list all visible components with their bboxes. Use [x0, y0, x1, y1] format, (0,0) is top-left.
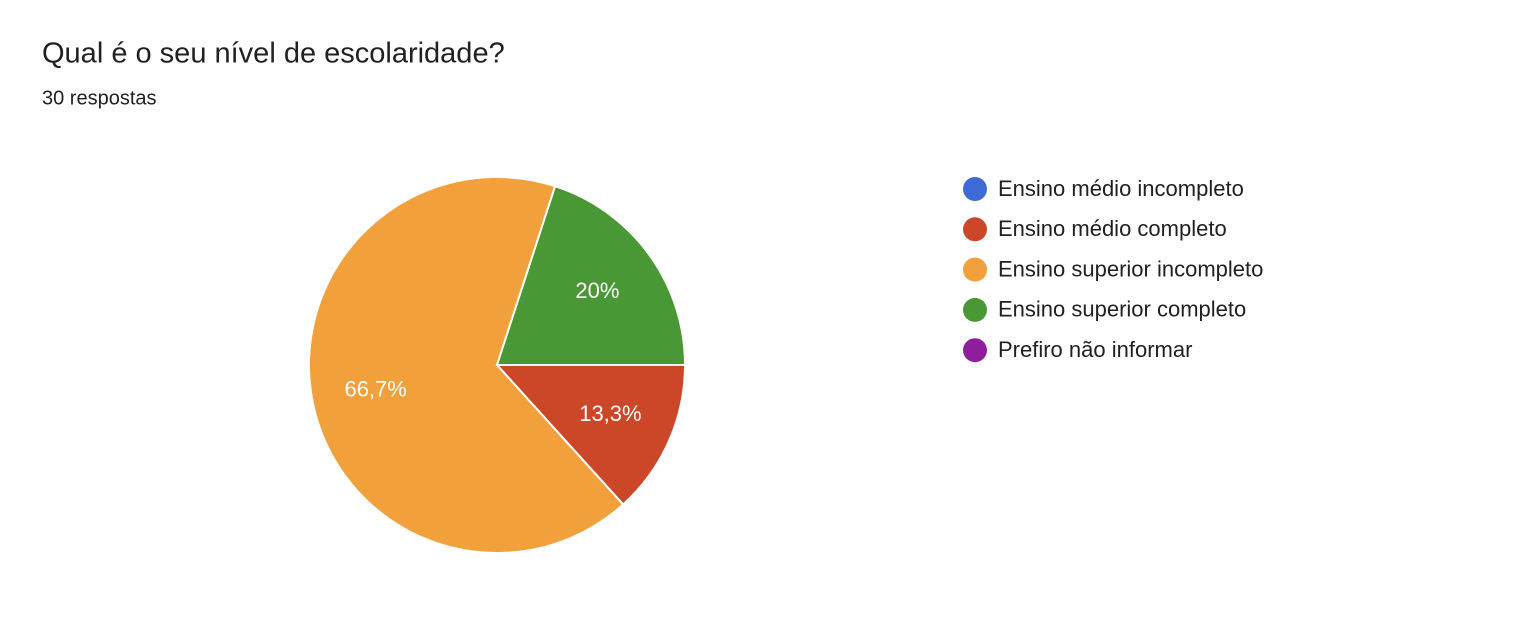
slice-label: 20%: [575, 278, 619, 303]
legend-label: Ensino superior incompleto: [998, 256, 1263, 281]
pie-slice: [494, 364, 687, 506]
legend-swatch: [963, 297, 987, 322]
legend-swatch: [963, 217, 987, 242]
pie-slice: [495, 184, 687, 366]
legend-label: Ensino médio completo: [998, 216, 1227, 241]
legend-swatch: [963, 338, 987, 363]
pie-slice: [308, 176, 625, 554]
chart-subtitle: 30 respostas: [42, 87, 157, 109]
legend-label: Ensino médio incompleto: [998, 176, 1244, 201]
chart-title: Qual é o seu nível de escolaridade?: [42, 38, 505, 70]
legend-label: Prefiro não informar: [998, 337, 1192, 362]
legend-label: Ensino superior completo: [998, 297, 1246, 322]
legend-swatch: [963, 177, 987, 201]
slice-label: 66,7%: [344, 377, 406, 402]
legend-swatch: [963, 257, 987, 282]
slice-label: 13,3%: [579, 401, 641, 426]
